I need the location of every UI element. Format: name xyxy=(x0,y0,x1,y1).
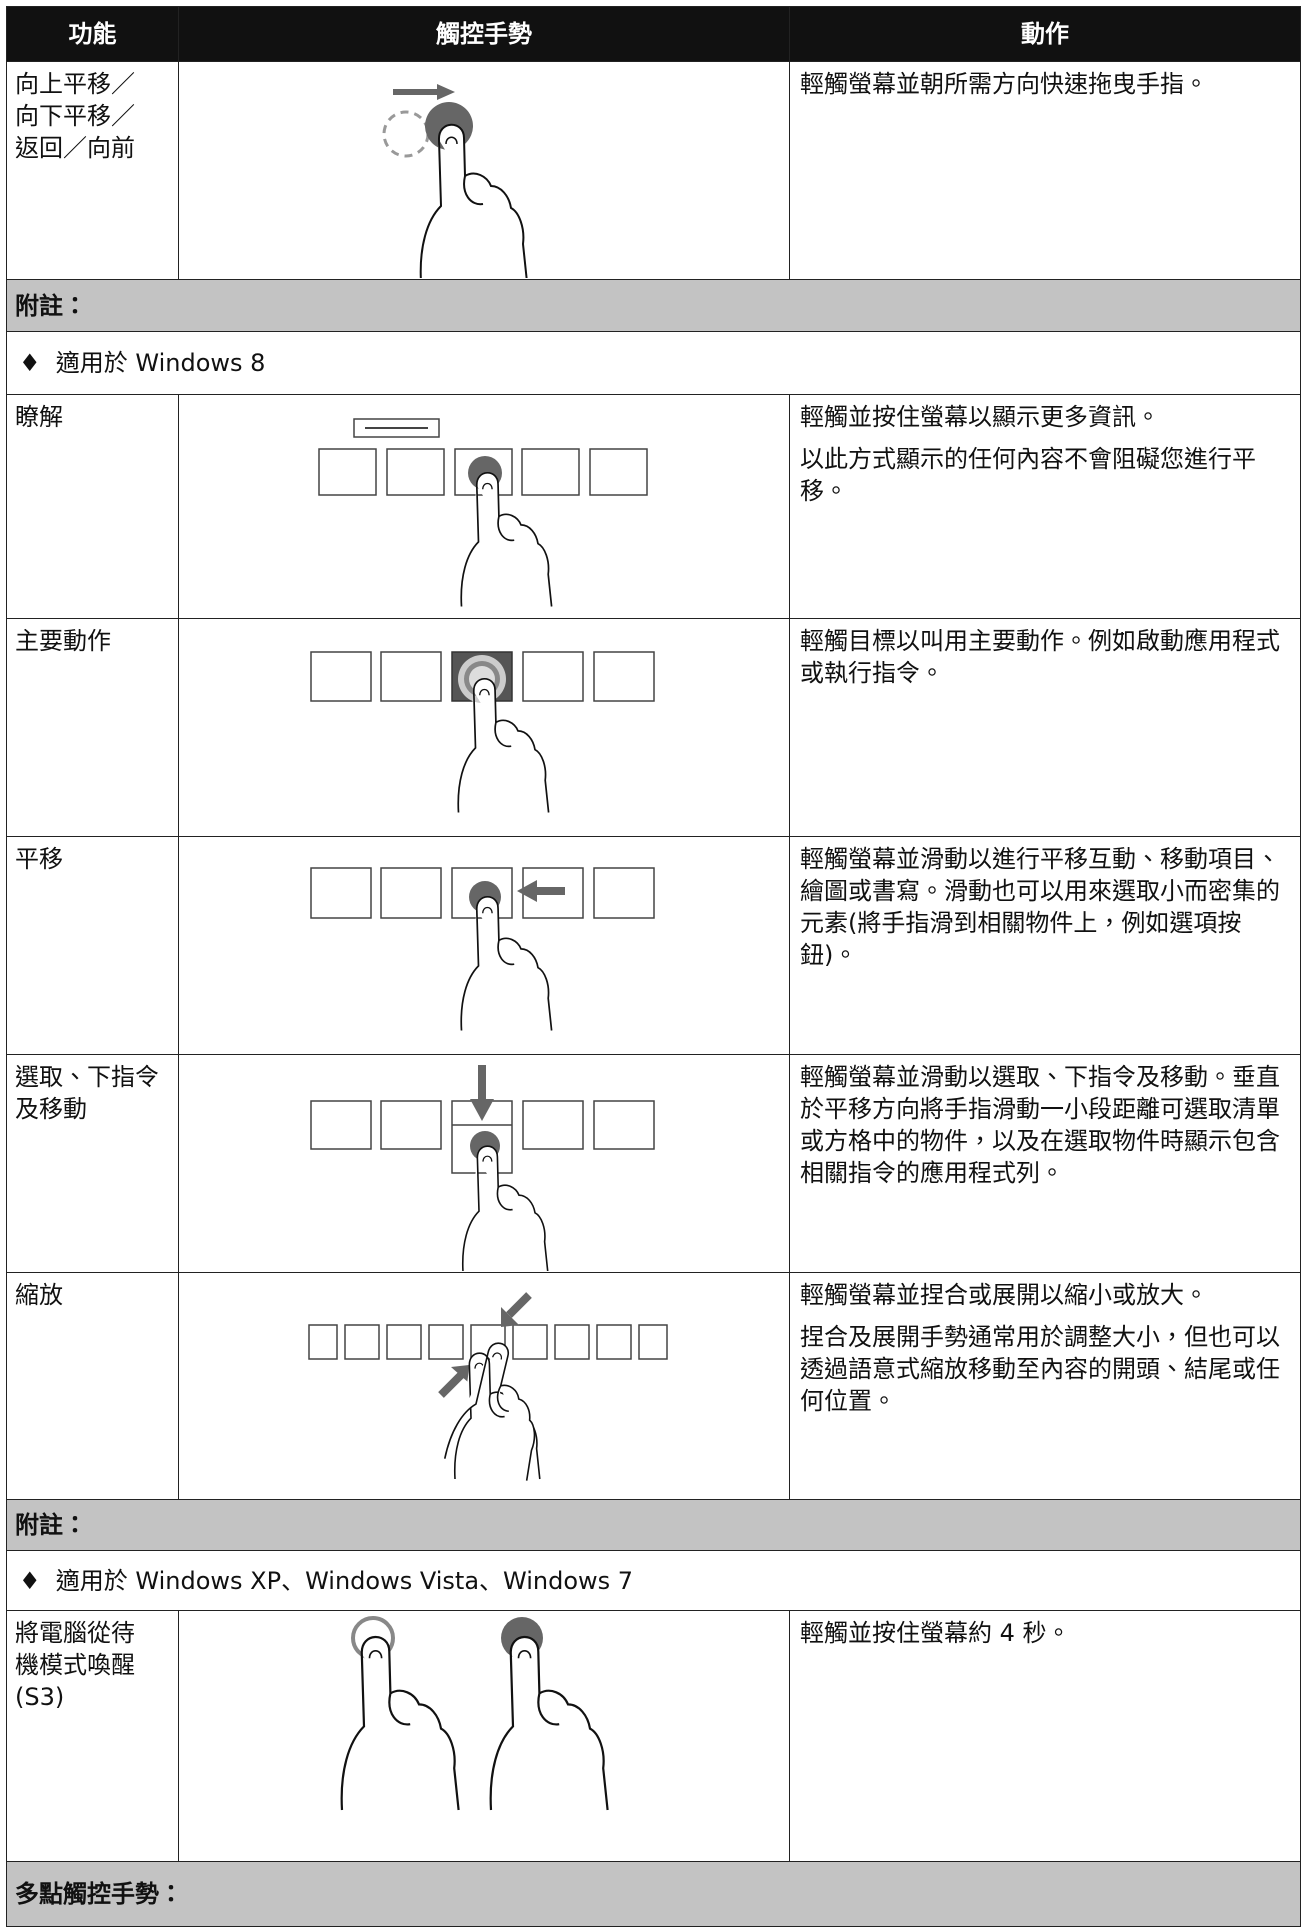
action-cell: 輕觸螢幕並滑動以進行平移互動、移動項目、繪圖或書寫。滑動也可以用來選取小而密集的… xyxy=(789,836,1301,1055)
header-cell: 動作 xyxy=(789,6,1301,62)
bullet-row: ♦ 適用於 Windows XP、Windows Vista、Windows 7 xyxy=(6,1550,1301,1611)
action-cell: 輕觸並按住螢幕約 4 秒。 xyxy=(789,1610,1301,1862)
action-text: 輕觸螢幕並滑動以進行平移互動、移動項目、繪圖或書寫。滑動也可以用來選取小而密集的… xyxy=(800,845,1280,969)
row: 縮放 輕觸螢幕並捏合或展開以縮小或放大。捏合及展開手勢通常用於調整大小，但也可以… xyxy=(6,1272,1301,1500)
bullet-cell: ♦ 適用於 Windows 8 xyxy=(6,331,1301,395)
bullet-cell: ♦ 適用於 Windows XP、Windows Vista、Windows 7 xyxy=(6,1550,1301,1611)
note: 附註： xyxy=(6,279,1301,332)
gesture-illustration xyxy=(382,84,528,278)
gesture-illustration xyxy=(310,651,655,814)
row: 向上平移／ 向下平移／ 返回／向前 輕觸螢幕並朝所需方向快速拖曳手指。 xyxy=(6,61,1301,280)
gesture-cell xyxy=(178,1272,790,1500)
header-cell: 觸控手勢 xyxy=(178,6,790,62)
note: 附註： xyxy=(6,1499,1301,1551)
gesture-illustration xyxy=(318,418,648,608)
gesture-illustration xyxy=(340,1616,609,1812)
bullet-text: 適用於 Windows 8 xyxy=(55,349,266,377)
header-row: 功能 觸控手勢 動作 xyxy=(6,6,1301,62)
action-text: 捏合及展開手勢通常用於調整大小，但也可以透過語意式縮放移動至內容的開頭、結尾或任… xyxy=(800,1323,1280,1415)
row: 平移 輕觸螢幕並滑動以進行平移互動、移動項目、繪圖或書寫。滑動也可以用來選取小而… xyxy=(6,836,1301,1055)
gesture-cell xyxy=(178,61,790,280)
row: 瞭解 輕觸並按住螢幕以顯示更多資訊。以此方式顯示的任何內容不會阻礙您進行平移。 xyxy=(6,394,1301,619)
gesture-cell xyxy=(178,394,790,619)
function-cell: 將電腦從待 機模式喚醒 (S3) xyxy=(6,1610,179,1862)
gesture-cell xyxy=(178,1610,790,1862)
gesture-cell xyxy=(178,1054,790,1273)
gesture-cell xyxy=(178,836,790,1055)
header-cell: 功能 xyxy=(6,6,179,62)
gesture-table: 功能 觸控手勢 動作 向上平移／ 向下平移／ 返回／向前 輕觸螢幕並朝所需方向快… xyxy=(6,6,1301,1927)
bullet: ♦ xyxy=(19,1566,41,1595)
bullet: ♦ xyxy=(19,349,41,377)
gesture-illustration xyxy=(308,1292,668,1482)
action-text: 輕觸並按住螢幕約 4 秒。 xyxy=(800,1619,1071,1647)
action-cell: 輕觸螢幕並朝所需方向快速拖曳手指。 xyxy=(789,61,1301,280)
function-cell: 向上平移／ 向下平移／ 返回／向前 xyxy=(6,61,179,280)
note: 多點觸控手勢： xyxy=(6,1861,1301,1927)
gesture-cell xyxy=(178,618,790,837)
bullet-text: 適用於 Windows XP、Windows Vista、Windows 7 xyxy=(55,1566,634,1595)
action-text: 輕觸並按住螢幕以顯示更多資訊。 xyxy=(800,403,1160,431)
action-cell: 輕觸螢幕並滑動以選取、下指令及移動。垂直於平移方向將手指滑動一小段距離可選取清單… xyxy=(789,1054,1301,1273)
action-text: 輕觸螢幕並捏合或展開以縮小或放大。 xyxy=(800,1281,1208,1309)
bullet-row: ♦ 適用於 Windows 8 xyxy=(6,331,1301,395)
gesture-illustration xyxy=(310,867,655,1032)
function-cell: 瞭解 xyxy=(6,394,179,619)
action-cell: 輕觸螢幕並捏合或展開以縮小或放大。捏合及展開手勢通常用於調整大小，但也可以透過語… xyxy=(789,1272,1301,1500)
action-text: 以此方式顯示的任何內容不會阻礙您進行平移。 xyxy=(800,445,1256,505)
action-cell: 輕觸並按住螢幕以顯示更多資訊。以此方式顯示的任何內容不會阻礙您進行平移。 xyxy=(789,394,1301,619)
action-text: 輕觸螢幕並滑動以選取、下指令及移動。垂直於平移方向將手指滑動一小段距離可選取清單… xyxy=(800,1063,1280,1187)
note-row: 附註： xyxy=(6,279,1301,332)
row: 主要動作 輕觸目標以叫用主要動作。例如啟動應用程式或執行指令。 xyxy=(6,618,1301,837)
action-cell: 輕觸目標以叫用主要動作。例如啟動應用程式或執行指令。 xyxy=(789,618,1301,837)
note-row: 附註： xyxy=(6,1499,1301,1551)
function-cell: 選取、下指令 及移動 xyxy=(6,1054,179,1273)
action-text: 輕觸螢幕並朝所需方向快速拖曳手指。 xyxy=(800,70,1208,98)
row: 選取、下指令 及移動 輕觸螢幕並滑動以選取、下指令及移動。垂直於平移方向將手指滑… xyxy=(6,1054,1301,1273)
note-row: 多點觸控手勢： xyxy=(6,1861,1301,1927)
function-cell: 縮放 xyxy=(6,1272,179,1500)
row: 將電腦從待 機模式喚醒 (S3) 輕觸並按住螢幕約 4 秒。 xyxy=(6,1610,1301,1862)
action-text: 輕觸目標以叫用主要動作。例如啟動應用程式或執行指令。 xyxy=(800,627,1280,687)
function-cell: 平移 xyxy=(6,836,179,1055)
function-cell: 主要動作 xyxy=(6,618,179,837)
gesture-illustration xyxy=(310,1065,655,1271)
